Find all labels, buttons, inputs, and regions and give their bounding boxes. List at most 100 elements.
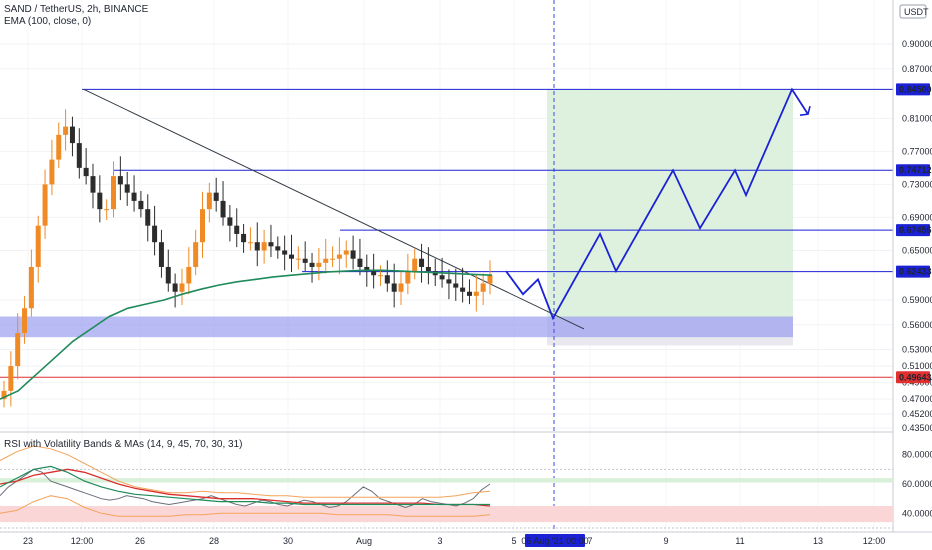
price-badge (896, 164, 930, 177)
candle (186, 266, 192, 284)
candle (49, 159, 55, 185)
x-tick-label: 26 (135, 536, 145, 546)
rsi-ma-red (0, 468, 491, 507)
x-tick-label: 23 (23, 536, 33, 546)
candle (234, 225, 240, 234)
y-tick-label: 0.45200 (902, 409, 932, 419)
candle (241, 233, 247, 243)
candle (398, 283, 404, 292)
y-tick-label: 0.77000 (902, 146, 932, 156)
target-zone (547, 89, 793, 319)
candle (1, 390, 7, 400)
candle (35, 225, 41, 267)
x-tick-label: 13 (813, 536, 823, 546)
rsi-ma-green (0, 465, 490, 506)
y-tick-label: 0.73000 (902, 179, 932, 189)
y-tick-label: 0.51000 (902, 361, 932, 371)
chart-title: SAND / TetherUS, 2h, BINANCE (4, 4, 149, 15)
rsi-band-upper (0, 445, 491, 498)
candle (466, 291, 472, 296)
time-axis (0, 532, 932, 550)
candle (220, 200, 226, 218)
candle (22, 308, 28, 334)
candle (111, 176, 117, 210)
candle (364, 266, 370, 272)
candle (453, 283, 459, 288)
currency-badge[interactable] (899, 4, 927, 19)
projection-path (505, 87, 809, 321)
rsi-panel-title: RSI with Volatility Bands & MAs (14, 9, … (4, 439, 242, 450)
x-tick-label: 12:00 (863, 536, 886, 546)
price-badge-label: 0.67456 (899, 225, 932, 235)
rsi-upper-band (0, 478, 893, 483)
candle (28, 266, 34, 309)
candle (480, 283, 486, 292)
candle (8, 366, 14, 391)
x-tick-label: 7 (587, 536, 592, 546)
candle (15, 333, 21, 367)
candle (302, 258, 308, 263)
candle (42, 184, 48, 226)
candle (83, 167, 89, 177)
candle (391, 283, 397, 292)
y-tick-label: 0.59000 (902, 295, 932, 305)
candle (282, 250, 288, 255)
candle (213, 192, 219, 201)
candle (412, 258, 418, 272)
candle (330, 258, 336, 260)
price-badge-label: 0.74712 (899, 165, 932, 175)
x-tick-label: Aug (356, 536, 372, 546)
candle (152, 225, 158, 243)
candle (206, 192, 212, 210)
candle (275, 246, 281, 251)
y-tick-label: 0.43500 (902, 423, 932, 433)
candle (309, 262, 315, 267)
candle (323, 258, 329, 263)
candle (124, 184, 130, 193)
candle (336, 254, 342, 259)
y-tick-label: 0.65000 (902, 245, 932, 255)
candle (377, 275, 383, 277)
ema-line (0, 269, 493, 400)
x-tick-label: 11 (735, 536, 744, 546)
rsi-line (0, 468, 491, 509)
candle (97, 192, 103, 210)
candle (460, 287, 466, 292)
y-tick-label: 0.90000 (902, 39, 932, 49)
candle (200, 209, 206, 243)
x-tick-label: 30 (283, 536, 293, 546)
candle (254, 242, 260, 251)
rsi-band-lower (0, 495, 491, 517)
indicator-label: EMA (100, close, 0) (4, 16, 91, 27)
price-badge (896, 265, 930, 278)
x-tick-label: 9 (663, 536, 668, 546)
candle (117, 176, 123, 185)
candle (104, 209, 110, 211)
y-tick-label: 0.47000 (902, 394, 932, 404)
x-tick-label: 5 (511, 536, 516, 546)
candle (439, 275, 445, 280)
candle (172, 283, 178, 292)
candle (384, 275, 390, 284)
candle (56, 134, 62, 160)
candle (446, 279, 452, 284)
y-tick-label: 0.53000 (902, 345, 932, 355)
currency-badge-label: USDT (904, 7, 929, 17)
candle (63, 126, 69, 135)
candle (138, 200, 144, 210)
candle (145, 209, 151, 226)
candle (247, 242, 253, 244)
candle (419, 258, 425, 267)
price-badge (896, 224, 930, 237)
candle (76, 143, 82, 168)
date-badge-label: 06 Aug '21 00:00 (521, 536, 588, 546)
support-zone (0, 316, 793, 338)
trendline (83, 88, 585, 330)
candle (295, 258, 301, 260)
x-tick-label: 28 (209, 536, 219, 546)
candle (227, 217, 233, 226)
y-tick-label: 0.87000 (902, 64, 932, 74)
